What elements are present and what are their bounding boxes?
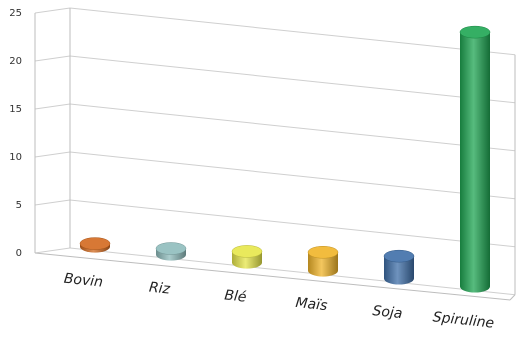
gridline	[69, 103, 516, 152]
bar	[79, 237, 111, 253]
bar-top	[155, 242, 187, 255]
bar	[155, 242, 187, 261]
floor-front-edge	[34, 252, 511, 301]
gridline	[69, 199, 516, 248]
bar	[231, 245, 263, 269]
y-tick-label: 15	[9, 104, 22, 115]
x-axis-labels: Bovin Riz Blé Maïs Soja Spiruline	[63, 271, 495, 332]
gridline	[69, 7, 516, 56]
side-gridline	[34, 55, 71, 62]
bar-top	[231, 245, 263, 258]
y-tick-label: 25	[9, 8, 22, 19]
gridline	[69, 55, 516, 104]
side-gridline	[34, 7, 71, 14]
side-gridline	[34, 247, 71, 254]
y-tick-label: 10	[9, 152, 22, 163]
bar	[459, 25, 491, 293]
y-tick-label: 20	[9, 56, 22, 67]
bar-top	[307, 245, 339, 259]
grid	[34, 7, 516, 301]
x-tick-label: Blé	[224, 287, 248, 305]
bar	[307, 245, 339, 277]
floor-right-edge	[509, 294, 516, 301]
x-tick-label: Maïs	[295, 295, 328, 314]
bar-body	[460, 32, 490, 293]
y-tick-label: 5	[16, 200, 22, 211]
bar-top	[459, 25, 491, 39]
x-tick-label: Bovin	[63, 271, 104, 291]
bar	[383, 249, 415, 285]
side-gridline	[34, 151, 71, 158]
bar-top	[383, 249, 415, 263]
bar-top	[79, 237, 111, 250]
bar-body	[308, 252, 338, 277]
x-tick-label: Riz	[148, 280, 171, 298]
y-tick-label: 0	[16, 248, 22, 259]
gridline	[69, 247, 516, 296]
x-tick-label: Spiruline	[432, 309, 495, 331]
side-gridline	[34, 199, 71, 206]
x-tick-label: Soja	[372, 303, 403, 322]
bars	[79, 25, 491, 293]
gridline	[69, 151, 516, 200]
bar-body	[384, 256, 414, 285]
y-axis-ticks: 0 5 10 15 20 25	[9, 8, 22, 259]
side-gridline	[34, 103, 71, 110]
